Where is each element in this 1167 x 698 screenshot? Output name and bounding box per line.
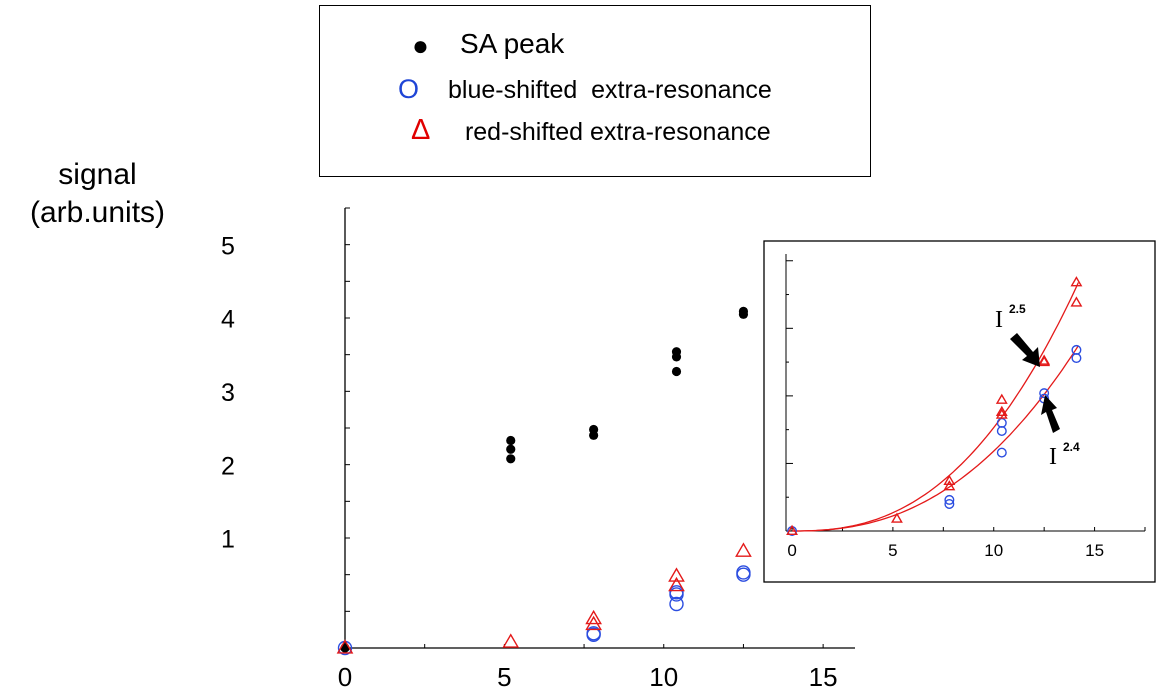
main-point <box>585 609 602 625</box>
y-axis-label-line1: signal <box>58 158 137 191</box>
main-x-tick-label: 0 <box>338 662 352 692</box>
inset-point <box>996 447 1007 458</box>
inset-fit-curve <box>792 345 1079 532</box>
main-y-tick-label: 2 <box>221 452 235 480</box>
inset-annotation-base: I <box>1049 444 1057 470</box>
main-point <box>668 576 685 592</box>
legend-red-marker: Δ <box>411 114 431 146</box>
main-point <box>506 435 516 446</box>
main-point <box>668 567 685 582</box>
inset-x-tick-label: 5 <box>888 541 897 560</box>
main-point <box>506 454 516 464</box>
main-point <box>506 444 516 454</box>
legend-sa-marker: ● <box>412 30 429 61</box>
inset-arrow-2 <box>1041 395 1060 433</box>
main-x-tick-label: 5 <box>497 662 511 692</box>
main-y-tick-label: 1 <box>221 526 235 554</box>
main-point <box>669 585 684 600</box>
main-point <box>502 633 520 648</box>
main-point <box>336 639 354 654</box>
inset-point <box>995 405 1008 417</box>
inset-point <box>1039 388 1050 399</box>
main-y-tick-label: 3 <box>221 379 235 407</box>
main-point <box>669 596 684 612</box>
inset-point <box>1070 276 1083 287</box>
y-axis-label-line2: (arb.units) <box>29 196 166 229</box>
inset-x-tick-label: 0 <box>787 541 796 560</box>
inset-point <box>943 474 956 485</box>
inset-point <box>995 408 1008 419</box>
main-point <box>671 352 682 362</box>
legend-sa-label: SA peak <box>460 28 565 59</box>
inset-point <box>1071 344 1082 355</box>
legend-red-label: red-shifted extra-resonance <box>458 118 771 146</box>
inset-annotation-exponent: 2.4 <box>1063 440 1080 454</box>
y-axis-label: signal (arb.units) <box>0 156 195 232</box>
inset-point <box>786 524 798 535</box>
legend-blue-label: blue-shifted extra-resonance <box>448 76 772 104</box>
main-point <box>738 309 749 319</box>
inset-point <box>890 512 903 523</box>
inset-point <box>944 498 955 509</box>
main-x-tick-label: 15 <box>809 662 838 692</box>
main-x-tick-label: 10 <box>649 662 678 692</box>
inset-point <box>944 494 955 505</box>
main-y-tick-label: 4 <box>221 306 235 334</box>
main-point <box>586 627 601 642</box>
main-point <box>736 567 751 582</box>
main-point <box>585 615 602 631</box>
inset-annotation-base: I <box>995 307 1003 333</box>
inset-frame <box>763 240 1156 583</box>
inset-point <box>943 480 956 491</box>
main-point <box>671 366 682 377</box>
inset-annotation-exponent: 2.5 <box>1009 302 1026 316</box>
inset-arrow-1 <box>1010 333 1040 367</box>
main-y-tick-label: 5 <box>221 232 235 260</box>
inset-point <box>1038 355 1051 367</box>
legend: ● SA peak O blue-shifted extra-resonance… <box>319 5 871 177</box>
main-point <box>589 430 599 440</box>
inset-x-tick-label: 15 <box>1085 541 1104 560</box>
legend-blue-marker: O <box>398 74 420 104</box>
inset-point <box>995 393 1008 404</box>
inset-point <box>1070 296 1083 307</box>
inset-x-tick-label: 10 <box>984 541 1003 560</box>
main-point <box>735 542 752 557</box>
